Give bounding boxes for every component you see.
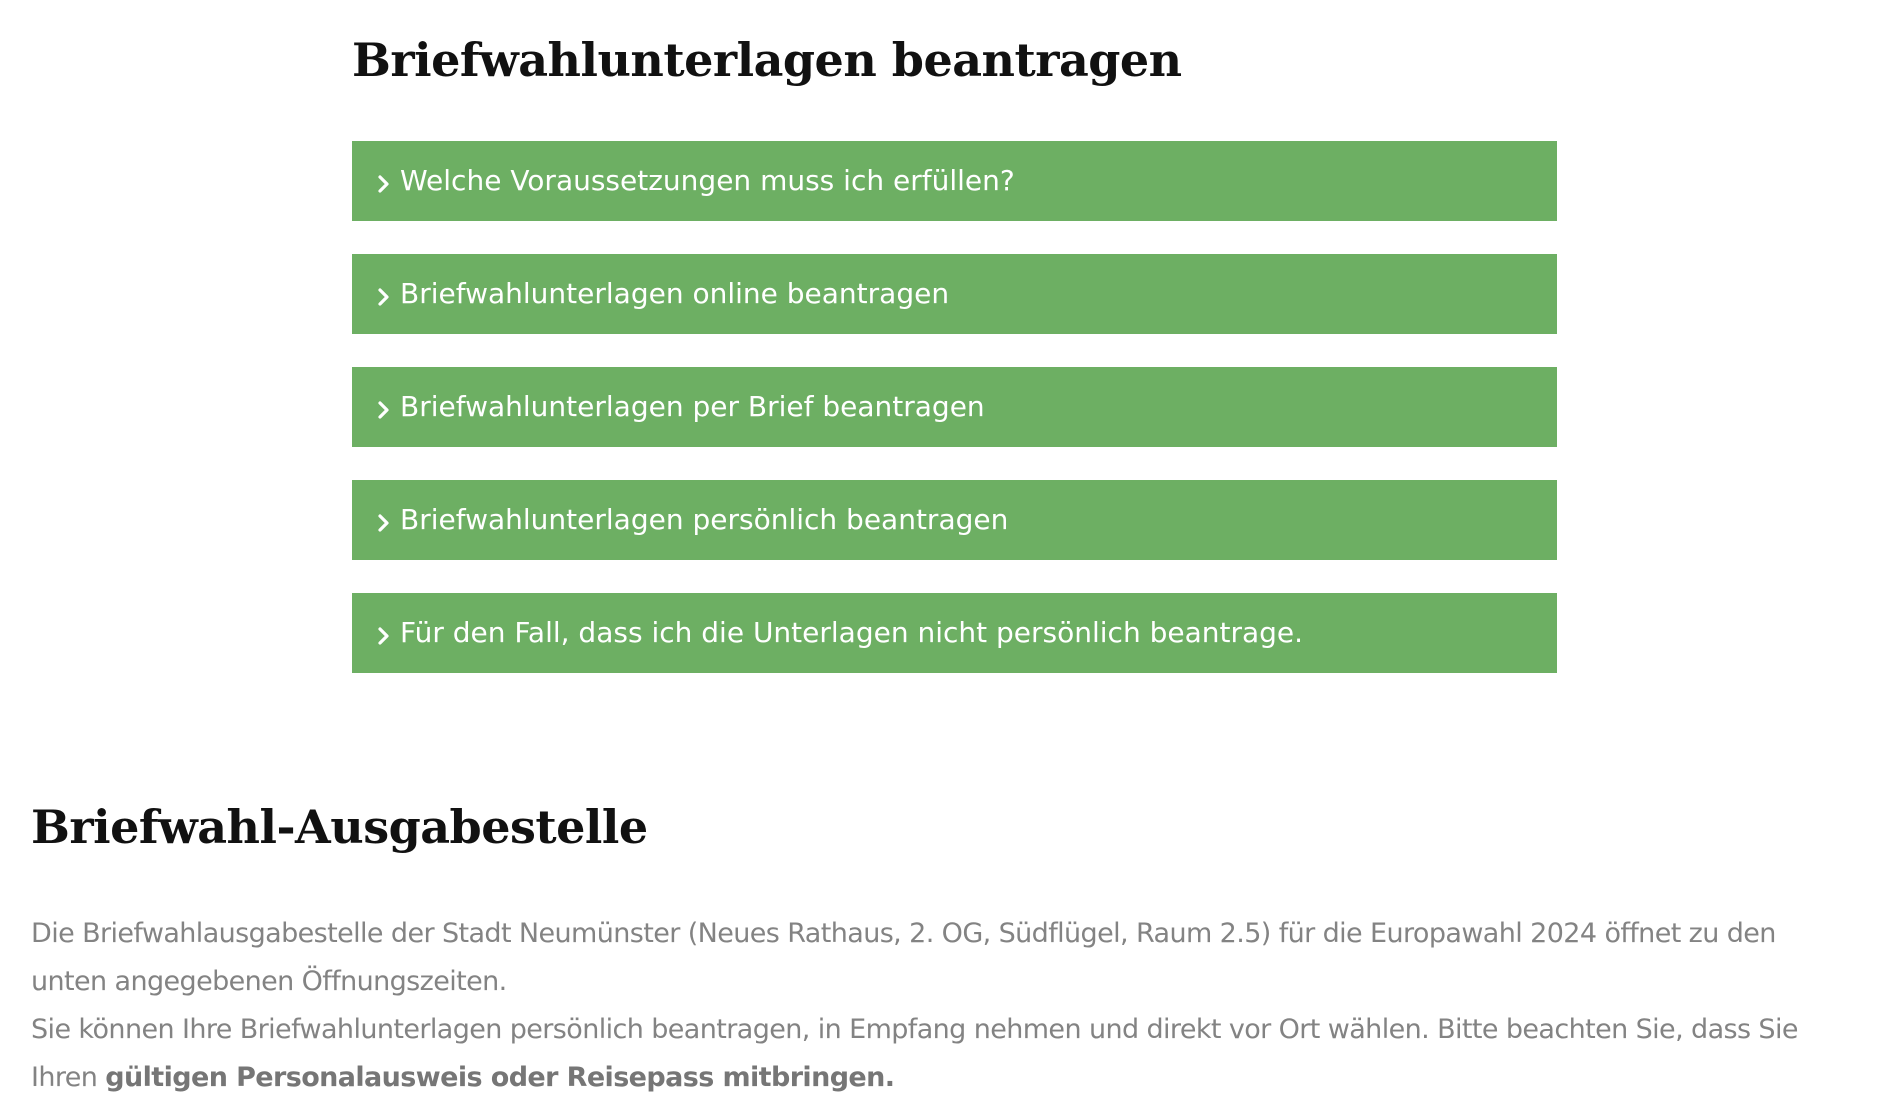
section-title-office: Briefwahl-Ausgabestelle (31, 800, 648, 854)
accordion-item-proxy[interactable]: Für den Fall, dass ich die Unterlagen ni… (352, 593, 1557, 673)
office-text-line: Die Briefwahlausgabestelle der Stadt Neu… (31, 918, 1776, 949)
accordion-item-label: Briefwahlunterlagen online beantragen (400, 277, 950, 310)
chevron-right-icon (378, 288, 389, 306)
id-requirement-bold: gültigen Personalausweis oder Reisepass … (105, 1062, 895, 1093)
accordion-item-online[interactable]: Briefwahlunterlagen online beantragen (352, 254, 1557, 334)
chevron-right-icon (378, 514, 389, 532)
office-text-line: Sie können Ihre Briefwahlunterlagen pers… (31, 1014, 1798, 1045)
office-text-prefix: Ihren (31, 1062, 106, 1093)
office-text-line: unten angegebenen Öffnungszeiten. (31, 966, 507, 997)
office-text-line-last: Ihren gültigen Personalausweis oder Reis… (31, 1054, 1861, 1102)
office-description: Die Briefwahlausgabestelle der Stadt Neu… (31, 910, 1861, 1102)
accordion-item-label: Welche Voraussetzungen muss ich erfüllen… (400, 164, 1015, 197)
chevron-right-icon (378, 175, 389, 193)
section-title-request: Briefwahlunterlagen beantragen (352, 33, 1182, 87)
accordion-item-letter[interactable]: Briefwahlunterlagen per Brief beantragen (352, 367, 1557, 447)
chevron-right-icon (378, 627, 389, 645)
accordion: Welche Voraussetzungen muss ich erfüllen… (352, 141, 1557, 706)
accordion-item-label: Briefwahlunterlagen persönlich beantrage… (400, 503, 1009, 536)
accordion-item-in-person[interactable]: Briefwahlunterlagen persönlich beantrage… (352, 480, 1557, 560)
chevron-right-icon (378, 401, 389, 419)
accordion-item-label: Für den Fall, dass ich die Unterlagen ni… (400, 616, 1304, 649)
accordion-item-label: Briefwahlunterlagen per Brief beantragen (400, 390, 985, 423)
accordion-item-requirements[interactable]: Welche Voraussetzungen muss ich erfüllen… (352, 141, 1557, 221)
